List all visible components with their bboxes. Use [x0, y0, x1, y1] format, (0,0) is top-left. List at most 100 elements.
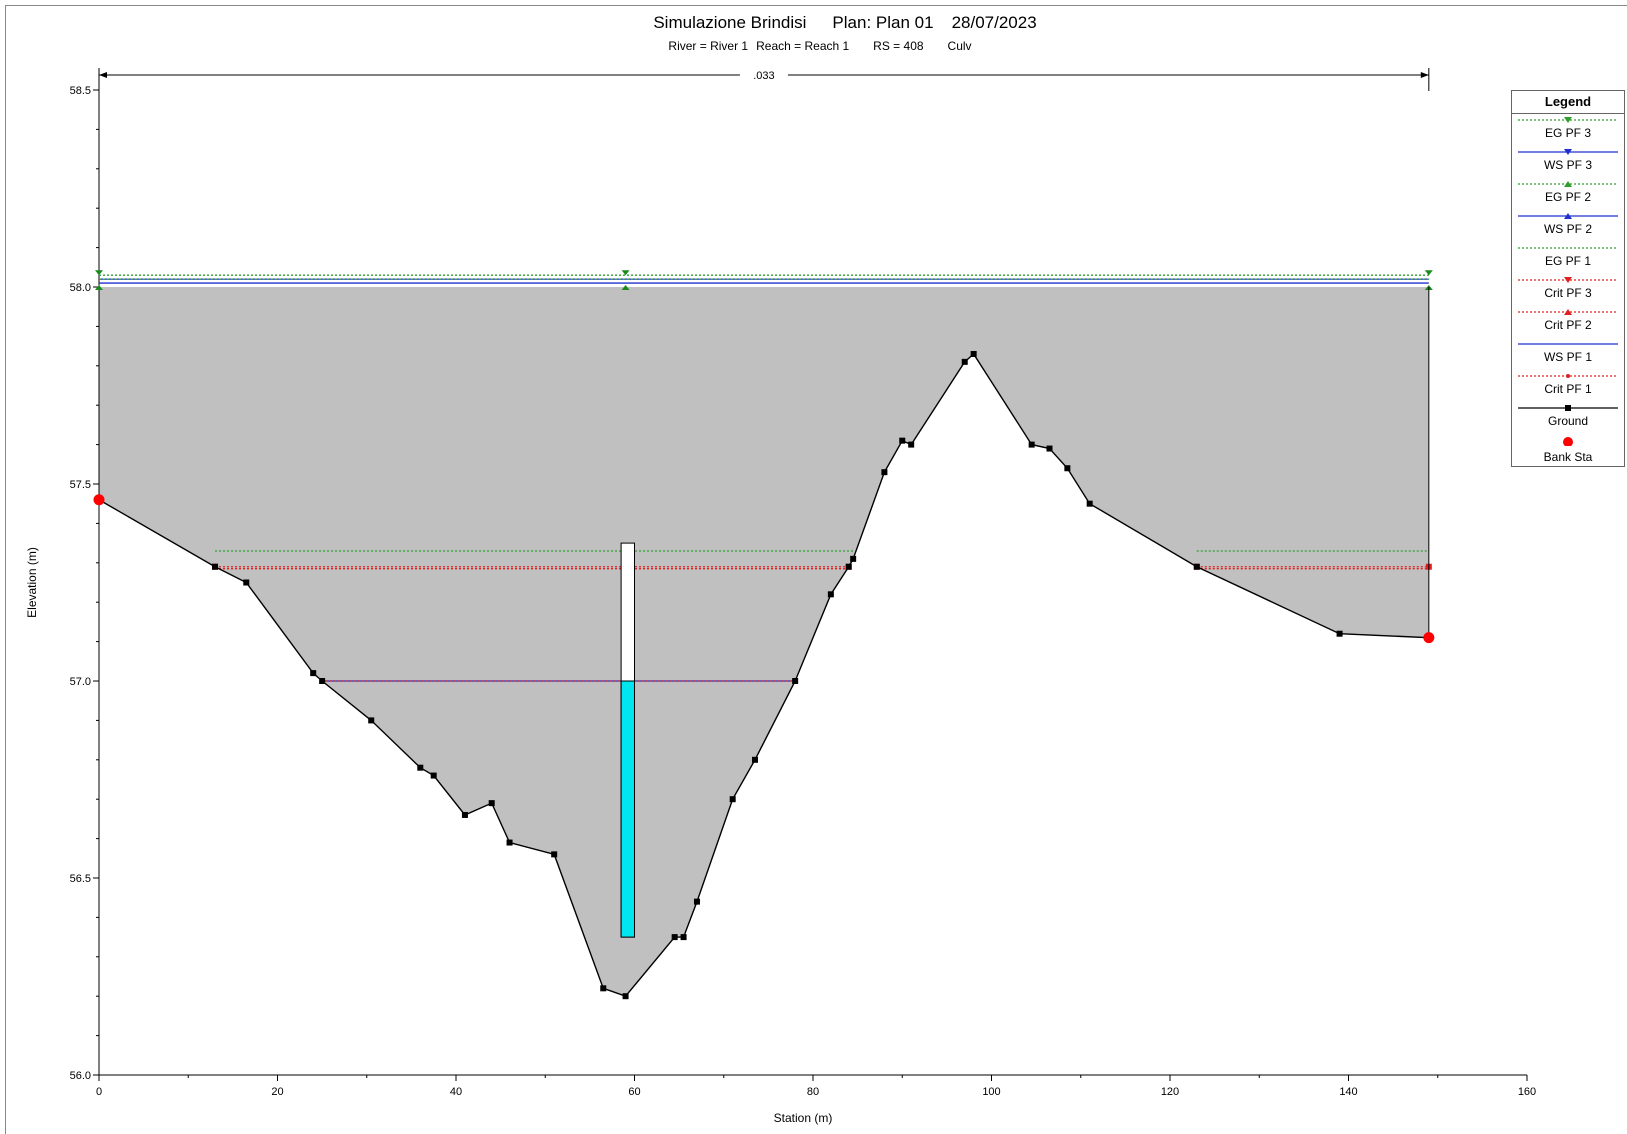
x-tick-label: 60: [628, 1086, 640, 1098]
legend: Legend EG PF 3 WS PF 3 EG PF 2 WS PF 2 EG PF…: [1511, 90, 1625, 467]
y-tick-label: 56.5: [70, 873, 91, 885]
ground-point: [1086, 500, 1093, 507]
legend-title: Legend: [1512, 91, 1624, 114]
legend-label: WS PF 3: [1543, 158, 1592, 172]
manning-arrow-right: [1420, 72, 1429, 78]
ground-point: [1064, 465, 1071, 472]
legend-item: Crit PF 1: [1512, 370, 1624, 402]
legend-label: Bank Sta: [1543, 450, 1593, 464]
x-axis-label: Station (m): [774, 1111, 833, 1125]
eg-marker: [95, 285, 103, 290]
eg-marker: [621, 285, 630, 290]
ground-point: [881, 469, 888, 476]
legend-item: EG PF 2: [1512, 178, 1624, 210]
ground-point: [368, 717, 375, 724]
ground-point: [729, 796, 736, 803]
legend-label: Crit PF 1: [1544, 382, 1592, 396]
manning-arrow-left: [99, 72, 107, 78]
ground-point: [506, 839, 513, 846]
chart-title: Simulazione Brindisi Plan: Plan 01 28/07/2…: [653, 13, 1036, 32]
ground-point: [827, 591, 834, 598]
y-tick-label: 57.5: [70, 479, 91, 491]
legend-item: WS PF 3: [1512, 146, 1624, 178]
ground-point: [1336, 630, 1343, 637]
ground-point: [845, 563, 852, 570]
legend-label: Crit PF 3: [1544, 286, 1592, 300]
y-axis-label: Elevation (m): [25, 547, 39, 618]
chart-subtitle-part: RS = 408: [873, 39, 924, 53]
ground-point: [243, 579, 250, 586]
ground-point: [751, 756, 758, 763]
ground-point: [1193, 563, 1200, 570]
x-tick-label: 20: [271, 1086, 283, 1098]
y-tick-label: 57.0: [70, 676, 91, 688]
ground-point: [488, 800, 495, 807]
legend-swatch: [1563, 437, 1573, 446]
x-tick-label: 140: [1339, 1086, 1357, 1098]
legend-swatch: [1518, 117, 1618, 123]
legend-swatch: [1518, 405, 1618, 411]
x-tick-label: 100: [982, 1086, 1000, 1098]
ground-point: [417, 764, 424, 771]
ground-point: [430, 772, 437, 779]
x-tick-label: 40: [450, 1086, 462, 1098]
ground-point: [319, 678, 326, 684]
chart-title-part: Plan: Plan 01: [832, 13, 933, 32]
legend-item: WS PF 2: [1512, 210, 1624, 242]
x-tick-label: 120: [1161, 1086, 1179, 1098]
chart-subtitle-part: River = River 1: [668, 39, 748, 53]
legend-swatch: [1518, 277, 1618, 283]
ground-point: [310, 670, 317, 677]
y-tick-label: 58.5: [70, 85, 91, 97]
y-tick-label: 56.0: [70, 1070, 91, 1082]
legend-label: EG PF 3: [1544, 126, 1591, 140]
eg-marker: [1424, 270, 1433, 276]
x-tick-label: 80: [807, 1086, 819, 1098]
chart-title-part: 28/07/2023: [952, 13, 1037, 32]
legend-item: Bank Sta: [1512, 434, 1624, 466]
legend-item: Ground: [1512, 402, 1624, 434]
manning-n-label: .033: [753, 70, 774, 82]
culvert-water: [620, 680, 635, 938]
ground-point: [1028, 441, 1035, 448]
ground-point: [671, 934, 678, 941]
legend-item: EG PF 1: [1512, 242, 1624, 274]
legend-swatch: [1518, 181, 1618, 187]
legend-item: WS PF 1: [1512, 338, 1624, 370]
legend-item: Crit PF 3: [1512, 274, 1624, 306]
legend-item: EG PF 3: [1512, 114, 1624, 146]
ground-point: [680, 934, 687, 941]
ground-point: [792, 678, 799, 684]
legend-item: Crit PF 2: [1512, 306, 1624, 338]
legend-label: WS PF 2: [1543, 222, 1592, 236]
ground-point: [899, 437, 906, 444]
ground-point: [1046, 445, 1053, 452]
ground-point: [970, 350, 977, 357]
legend-label: WS PF 1: [1543, 350, 1592, 364]
bank-station-marker: [93, 494, 105, 506]
legend-swatch: [1518, 149, 1618, 155]
chart-subtitle-part: Culv: [948, 39, 972, 53]
legend-swatch: [1518, 213, 1618, 219]
bank-station-marker: [1423, 632, 1435, 644]
ground-point: [551, 851, 558, 858]
legend-swatch: [1518, 343, 1618, 345]
ground-point: [693, 898, 700, 905]
chart-subtitle: River = River 1 Reach = Reach 1 RS = 408 Cu…: [668, 39, 971, 53]
legend-swatch: [1518, 374, 1618, 378]
ground-point: [212, 563, 219, 570]
ground-point: [908, 441, 915, 448]
legend-label: Ground: [1547, 414, 1589, 428]
x-tick-label: 0: [96, 1086, 102, 1098]
ground-point: [850, 555, 857, 562]
legend-label: EG PF 1: [1544, 254, 1591, 268]
eg-marker: [95, 270, 103, 276]
eg-marker: [621, 270, 630, 276]
x-tick-label: 160: [1518, 1086, 1536, 1098]
chart-frame: [5, 5, 1627, 1134]
ground-point: [961, 358, 968, 365]
legend-label: EG PF 2: [1544, 190, 1591, 204]
legend-label: Crit PF 2: [1544, 318, 1592, 332]
ground-point: [461, 811, 468, 818]
